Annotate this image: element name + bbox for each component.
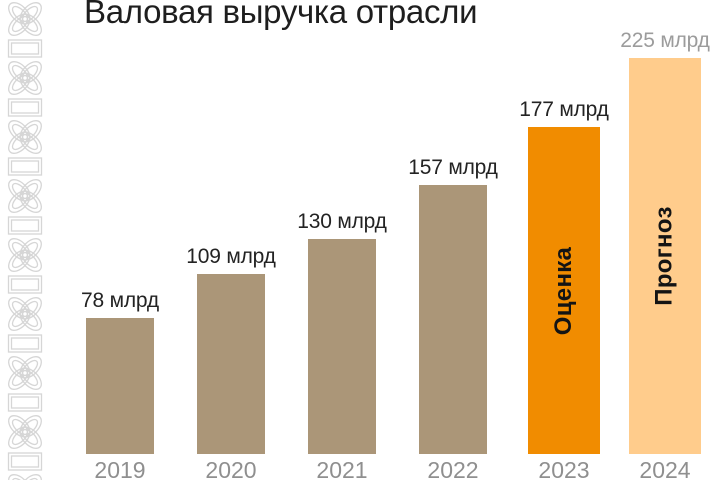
bar-group-2023: 177 млрд Оценка 2023 <box>519 0 609 483</box>
bar-2022 <box>419 185 487 454</box>
bar-2019 <box>86 318 154 454</box>
bar-value-label: 157 млрд <box>408 156 498 179</box>
chart-title: Валовая выручка отрасли <box>84 0 478 30</box>
bar-group-2019: 78 млрд 2019 <box>81 0 159 483</box>
axis-label-2019: 2019 <box>94 457 146 483</box>
axis-label-2020: 2020 <box>205 457 257 483</box>
bar-overlay-label: Оценка <box>550 246 577 335</box>
bar-2024 <box>629 58 701 454</box>
bar-group-2024: 225 млрд Прогноз 2024 <box>620 0 710 483</box>
bar-2023 <box>528 127 600 454</box>
bar-value-label: 225 млрд <box>620 29 710 52</box>
bar-2020 <box>197 274 265 454</box>
axis-label-2023: 2023 <box>538 457 590 483</box>
bar-group-2022: 157 млрд 2022 <box>408 0 498 483</box>
bar-value-label: 177 млрд <box>519 98 609 121</box>
bar-overlay-label: Прогноз <box>651 206 678 306</box>
axis-label-2021: 2021 <box>316 457 368 483</box>
bar-group-2020: 109 млрд 2020 <box>186 0 276 483</box>
bar-value-label: 78 млрд <box>81 289 159 312</box>
axis-label-2022: 2022 <box>427 457 479 483</box>
ornament-border-icon <box>0 0 50 480</box>
bar-group-2021: 130 млрд 2021 <box>297 0 387 483</box>
bar-value-label: 130 млрд <box>297 210 387 233</box>
bar-value-label: 109 млрд <box>186 245 276 268</box>
bar-2021 <box>308 239 376 454</box>
bar-overlay-2023: Оценка <box>528 127 600 454</box>
axis-label-2024: 2024 <box>639 457 691 483</box>
bar-overlay-2024: Прогноз <box>629 58 701 454</box>
